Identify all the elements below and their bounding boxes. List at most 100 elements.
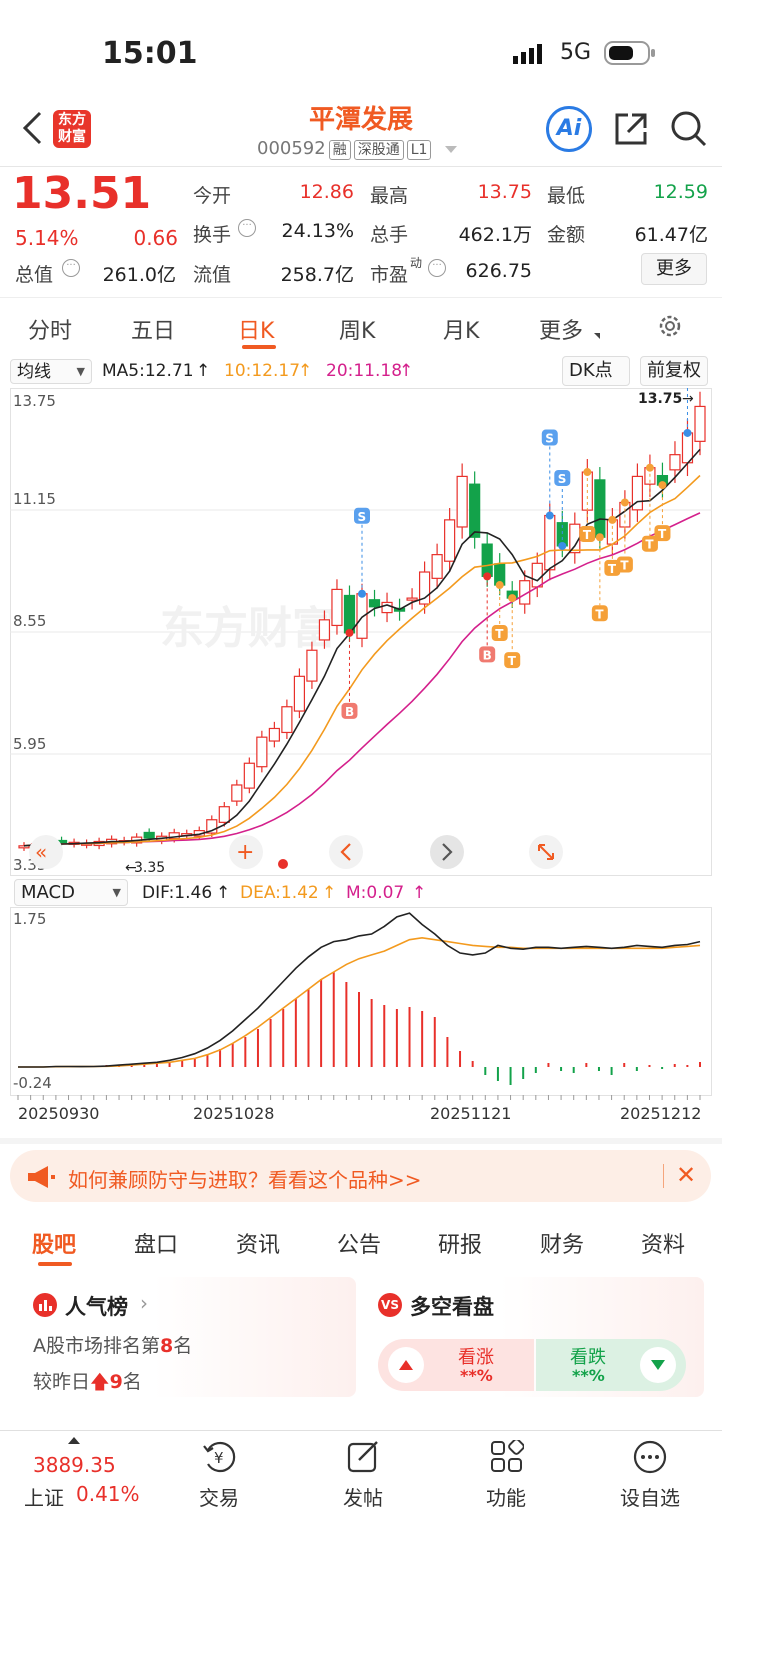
- up-arrow-icon: ↑: [216, 883, 231, 903]
- amount-value: 61.47亿: [634, 224, 708, 246]
- tab-weekly[interactable]: 周K: [339, 319, 376, 344]
- next-icon[interactable]: [430, 835, 464, 869]
- ma10-value: 10:12.17: [224, 361, 301, 381]
- rank-change-line: 较昨日🡅9名: [33, 1367, 142, 1400]
- trade-signals: BSBTTSSTTTTTTS: [341, 346, 696, 719]
- nav-add-watchlist[interactable]: 设自选: [620, 1486, 680, 1510]
- rewind-icon[interactable]: «: [29, 835, 63, 869]
- index-name[interactable]: 上证: [24, 1486, 64, 1510]
- low-mark: 3.35: [134, 860, 165, 876]
- popularity-card[interactable]: 人气榜 › A股市场排名第8名 较昨日🡅9名: [18, 1277, 356, 1397]
- candle-body: [293, 675, 306, 712]
- tab-daily[interactable]: 日K: [238, 319, 275, 344]
- share-icon[interactable]: [612, 110, 650, 152]
- tab-indicator: [38, 1262, 72, 1266]
- info-icon[interactable]: ···: [238, 219, 256, 237]
- bear-button[interactable]: 看跌 **%: [536, 1339, 686, 1391]
- tab-5day[interactable]: 五日: [131, 319, 176, 344]
- gear-icon[interactable]: [656, 312, 684, 344]
- stock-code-line[interactable]: 000592 融深股通 L1: [257, 138, 458, 160]
- high-label: 最高: [370, 185, 409, 207]
- tab-monthly[interactable]: 月K: [443, 319, 480, 344]
- tag-margin: 融: [328, 140, 351, 160]
- candle-body: [681, 432, 694, 464]
- info-icon[interactable]: ···: [428, 259, 446, 277]
- promo-banner[interactable]: 如何兼顾防守与进取？看看这个品种>> ✕: [10, 1150, 711, 1202]
- candle-body: [143, 831, 155, 839]
- stock-code: 000592: [257, 138, 326, 159]
- nav-post[interactable]: 发帖: [343, 1486, 383, 1510]
- index-value[interactable]: 3889.35: [33, 1453, 116, 1477]
- candle-body: [318, 619, 331, 641]
- up-arrow-icon: ↑: [196, 361, 211, 381]
- brand-line1: 东方: [58, 112, 86, 128]
- close-icon[interactable]: ✕: [676, 1161, 697, 1189]
- rank-change-value: 9: [109, 1371, 123, 1393]
- float-cap-label: 流值: [193, 264, 232, 286]
- network-type: 5G: [560, 40, 592, 65]
- candle-body: [431, 554, 443, 579]
- candle-body: [18, 845, 30, 849]
- price-adjust-button[interactable]: 前复权: [640, 356, 708, 386]
- trade-icon[interactable]: ¥: [202, 1440, 238, 1478]
- candle-body: [418, 571, 431, 605]
- rank-suffix: 名: [173, 1335, 193, 1357]
- date-ticks: [17, 1095, 701, 1100]
- more-button[interactable]: 更多: [641, 253, 707, 285]
- macd-select[interactable]: MACD ▼: [14, 879, 128, 906]
- macd-chart[interactable]: 1.75 -0.24 20250930 20251028 20251121 20…: [10, 907, 712, 1131]
- post-icon[interactable]: [347, 1440, 381, 1478]
- more-dots-icon[interactable]: [633, 1440, 667, 1478]
- tab-research[interactable]: 研报: [438, 1233, 483, 1258]
- popular-title: 人气榜: [65, 1295, 128, 1319]
- turnover-label: 换手: [193, 224, 232, 246]
- svg-text:B: B: [483, 648, 492, 662]
- macd-y-top: 1.75: [13, 910, 46, 928]
- open-value: 12.86: [299, 181, 354, 203]
- svg-text:S: S: [545, 432, 554, 446]
- candle-body: [268, 727, 280, 742]
- divider: [663, 1164, 664, 1188]
- ma-select[interactable]: 均线 ▼: [10, 359, 92, 384]
- candle-body: [594, 479, 606, 538]
- svg-text:T: T: [495, 627, 504, 641]
- caret-down-icon: ▼: [112, 886, 121, 899]
- tab-profile[interactable]: 资料: [641, 1233, 686, 1258]
- tab-pankou[interactable]: 盘口: [134, 1233, 179, 1258]
- date-label-3: 20251121: [430, 1104, 511, 1123]
- divider: [0, 1138, 722, 1144]
- info-icon[interactable]: ···: [62, 259, 80, 277]
- tab-more[interactable]: 更多: [539, 319, 584, 344]
- candle-body: [669, 454, 681, 471]
- expand-icon[interactable]: [529, 835, 563, 869]
- svg-text:+: +: [236, 840, 254, 865]
- prev-icon[interactable]: [329, 835, 363, 869]
- y-label-2: 11.15: [13, 490, 56, 508]
- dk-point-button[interactable]: DK点: [562, 356, 630, 386]
- divider: [0, 1430, 722, 1431]
- nav-trade[interactable]: 交易: [199, 1486, 239, 1510]
- svg-text:S: S: [558, 472, 567, 486]
- bull-button[interactable]: 看涨 **%: [378, 1339, 534, 1391]
- bull-value: **%: [460, 1366, 493, 1385]
- amount-label: 金额: [547, 224, 586, 246]
- tab-guba[interactable]: 股吧: [32, 1233, 77, 1258]
- apps-icon[interactable]: [490, 1438, 525, 1478]
- tab-news[interactable]: 资讯: [236, 1233, 281, 1258]
- back-icon[interactable]: [20, 110, 44, 150]
- candle-body: [343, 594, 356, 634]
- tab-intraday[interactable]: 分时: [28, 319, 73, 344]
- zoom-in-icon[interactable]: +: [229, 835, 263, 869]
- nav-functions[interactable]: 功能: [486, 1486, 526, 1510]
- up-triangle-icon: [388, 1347, 424, 1383]
- down-triangle-icon: [640, 1347, 676, 1383]
- change-amount: 0.66: [133, 226, 178, 250]
- market-cap-value: 261.0亿: [102, 264, 176, 286]
- tab-announcements[interactable]: 公告: [337, 1233, 382, 1258]
- search-icon[interactable]: [670, 110, 708, 152]
- date-label-2: 20251028: [193, 1104, 274, 1123]
- ai-assistant-button[interactable]: Ai: [546, 106, 592, 152]
- rank-change-prefix: 较昨日: [33, 1371, 91, 1393]
- tab-finance[interactable]: 财务: [540, 1233, 585, 1258]
